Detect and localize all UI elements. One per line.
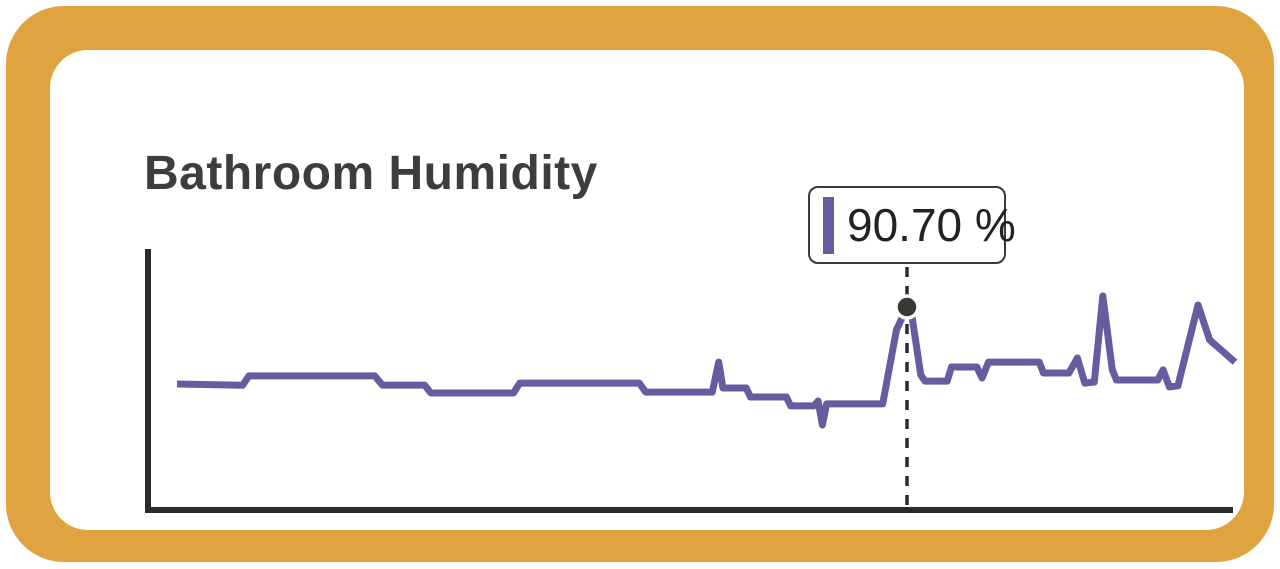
gold-frame: Bathroom Humidity 90.70 % [6, 6, 1274, 562]
chart-axes [145, 249, 1233, 513]
chart-card: Bathroom Humidity 90.70 % [50, 50, 1244, 530]
value-tooltip: 90.70 % [808, 186, 1016, 264]
highlighted-point-marker[interactable] [894, 294, 920, 320]
tooltip-accent-bar [823, 196, 834, 254]
humidity-series-line[interactable] [176, 292, 1238, 429]
chart-title: Bathroom Humidity [144, 147, 598, 200]
humidity-line-chart[interactable] [50, 50, 1280, 569]
tooltip-value: 90.70 % [847, 199, 1016, 251]
